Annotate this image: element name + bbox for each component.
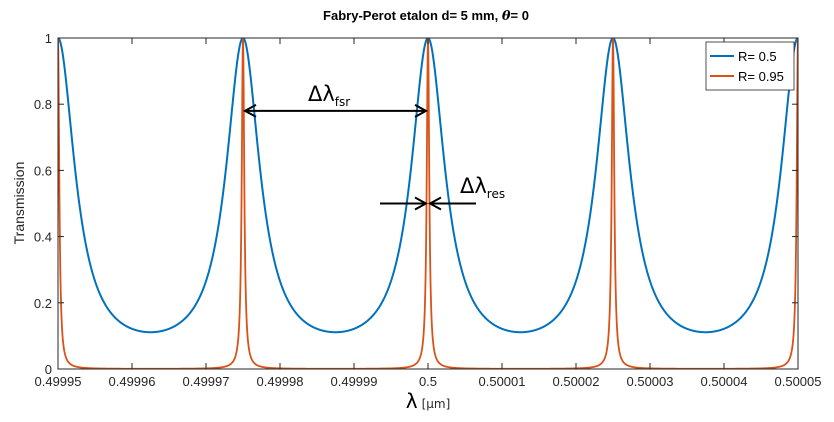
annotation-layer: Δλfsr Δλres	[242, 82, 505, 211]
x-tick-label: 0.50001	[479, 374, 526, 389]
fsr-subscript: fsr	[335, 95, 350, 109]
series-layer	[58, 38, 798, 369]
y-axis-label: Transmission	[11, 162, 27, 245]
y-tick-label: 0.4	[34, 230, 52, 245]
x-tick-label: 0.49999	[331, 374, 378, 389]
y-tick-label: 0	[45, 362, 52, 377]
res-label: Δλres	[460, 174, 505, 201]
x-tick-label: 0.49996	[109, 374, 156, 389]
legend-label-r095: R= 0.95	[738, 69, 784, 84]
chart-title: Fabry-Perot etalon d= 5 mm, θ= 0	[323, 8, 529, 24]
arrow-head	[242, 103, 257, 118]
y-tick-label: 0.6	[34, 163, 52, 178]
x-axis-label: λ [μm]	[406, 389, 451, 413]
legend: R= 0.5 R= 0.95	[705, 41, 795, 91]
title-theta: θ	[502, 9, 511, 24]
res-subscript: res	[487, 187, 505, 201]
x-axis-unit: [μm]	[422, 397, 451, 411]
x-tick-label: 0.49995	[35, 374, 82, 389]
legend-label-r05: R= 0.5	[738, 49, 777, 64]
x-axis-symbol: λ	[406, 389, 418, 413]
series-line-r05	[58, 38, 798, 334]
arrow-head	[427, 196, 442, 211]
y-tick-label: 0.8	[34, 97, 52, 112]
fsr-label: Δλfsr	[308, 82, 350, 109]
x-tick-label: 0.50002	[553, 374, 600, 389]
title-suffix: = 0	[511, 8, 529, 23]
x-tick-label: 0.50003	[627, 374, 674, 389]
arrow-head	[414, 103, 429, 118]
x-tick-label: 0.50004	[701, 374, 748, 389]
y-tick-label: 0.2	[34, 296, 52, 311]
arrow-head	[414, 196, 429, 211]
y-tick-label: 1	[45, 31, 52, 46]
x-tick-label: 0.50005	[775, 374, 822, 389]
series-line-r095	[58, 38, 798, 369]
x-tick-label: 0.49997	[183, 374, 230, 389]
fsr-symbol: Δλ	[308, 82, 335, 106]
legend-box	[705, 41, 795, 91]
ticks-layer: 0.49995 0.49996 0.49997 0.49998 0.49999 0.5 0.…	[34, 31, 822, 389]
res-symbol: Δλ	[460, 174, 487, 198]
x-tick-label: 0.5	[419, 374, 437, 389]
x-tick-label: 0.49998	[257, 374, 304, 389]
title-prefix: Fabry-Perot etalon d= 5 mm,	[323, 8, 502, 23]
